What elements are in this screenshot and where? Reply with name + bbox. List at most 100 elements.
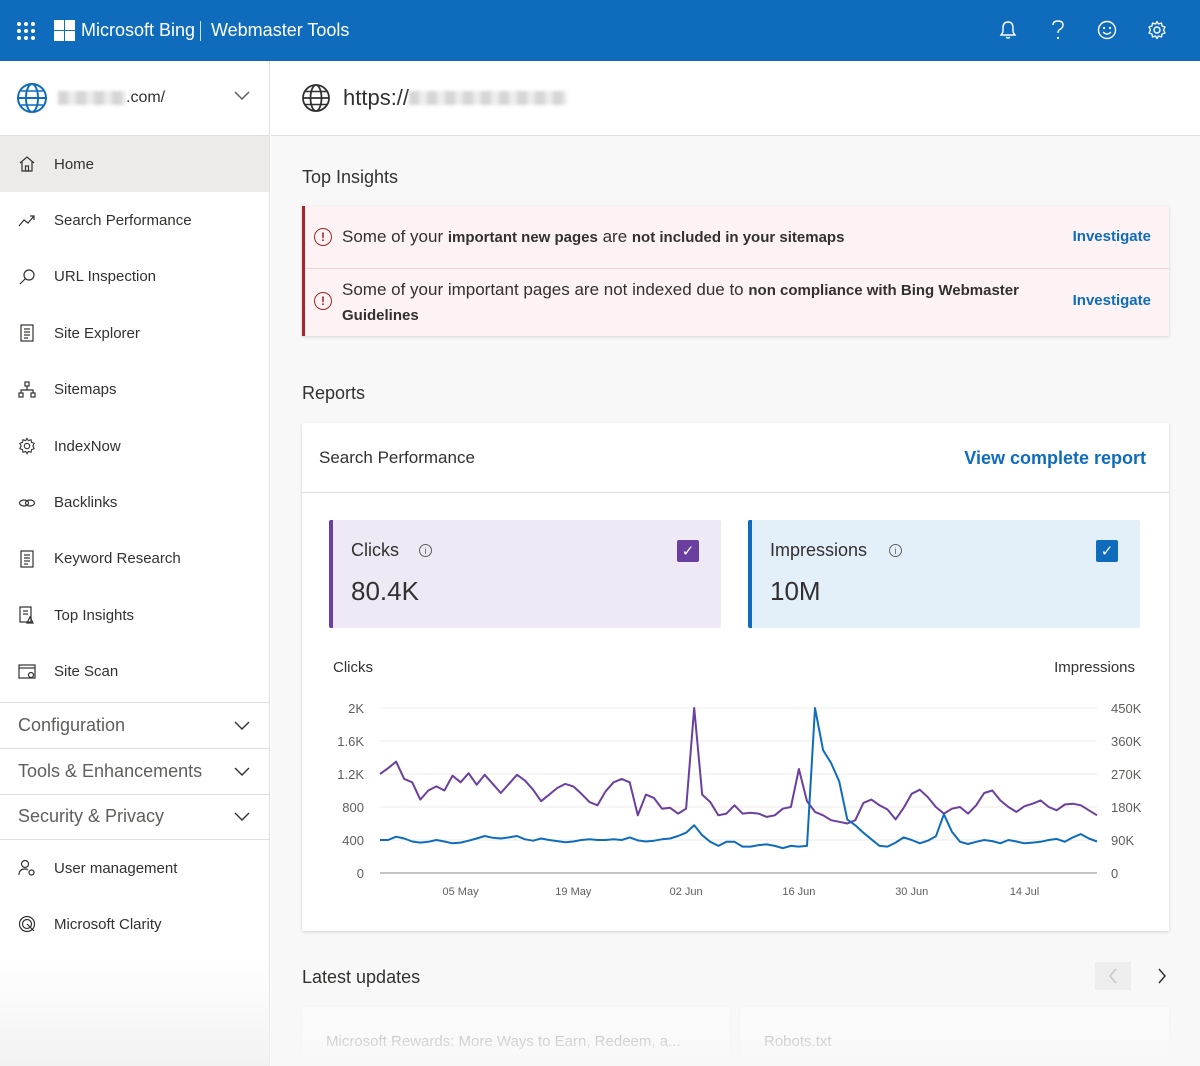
card-title: Search Performance (319, 448, 475, 467)
sitemap-icon (18, 381, 36, 399)
reports-title: Reports (302, 383, 366, 403)
sidebar: .com/ Home Search Performance URL Inspecti… (0, 61, 270, 1066)
main-content: https:// Top Insights ! Some of your imp… (271, 61, 1200, 1066)
investigate-link[interactable]: Investigate (1072, 292, 1151, 309)
insight-row: ! Some of your important new pages are n… (305, 206, 1169, 268)
insight-text: Some of your important new pages are not… (342, 227, 845, 246)
sidebar-item-label: Microsoft Clarity (54, 915, 162, 933)
sidebar-item-label: Backlinks (54, 494, 118, 512)
y-right-tick-label: 180K (1111, 800, 1142, 815)
brand-name[interactable]: Microsoft Bing (81, 20, 196, 40)
x-tick-label: 02 Jun (670, 886, 703, 898)
investigate-link[interactable]: Investigate (1072, 228, 1151, 245)
document-icon (18, 550, 36, 568)
warning-icon: ! (314, 228, 332, 246)
x-tick-label: 19 May (555, 886, 592, 898)
sidebar-group-label: Security & Privacy (18, 806, 165, 827)
home-icon (18, 155, 36, 173)
sidebar-group-configuration[interactable]: Configuration (0, 701, 269, 748)
performance-chart: Clicks Impressions 0 0 400 90K 800 180K 1.2K 270K… (302, 648, 1169, 908)
sidebar-item-site-scan[interactable]: Site Scan (0, 644, 269, 700)
sidebar-item-label: URL Inspection (54, 268, 156, 286)
impressions-checkbox[interactable]: ✓ (1096, 540, 1118, 562)
sidebar-item-home[interactable]: Home (0, 136, 269, 193)
sidebar-item-label: User management (54, 859, 178, 877)
series-line-impressions (380, 707, 1098, 850)
document-icon (18, 324, 36, 342)
sidebar-item-url-inspection[interactable]: URL Inspection (0, 249, 269, 305)
y-left-tick-label: 400 (342, 833, 364, 848)
view-complete-report-link[interactable]: View complete report (964, 448, 1146, 468)
impressions-metric-card[interactable]: Impressions i 10M ✓ (748, 520, 1140, 628)
sidebar-item-top-insights[interactable]: Top Insights (0, 587, 269, 643)
chevron-down-icon (233, 806, 251, 827)
left-axis-title: Clicks (333, 659, 373, 676)
search-icon (18, 268, 36, 286)
latest-updates-title: Latest updates (302, 967, 421, 987)
chevron-down-icon (233, 761, 251, 782)
search-performance-card: Search Performance View complete report … (302, 423, 1169, 931)
next-page-button[interactable] (1144, 962, 1180, 990)
y-right-tick-label: 270K (1111, 767, 1142, 782)
top-bar: Microsoft Bing Webmaster Tools (0, 0, 1200, 61)
update-card[interactable]: Robots.txt (740, 1007, 1169, 1066)
info-icon[interactable]: i (889, 544, 902, 557)
x-tick-label: 30 Jun (895, 886, 928, 898)
sidebar-group-tools-enhancements[interactable]: Tools & Enhancements (0, 747, 269, 794)
sidebar-item-label: Site Explorer (54, 324, 140, 342)
help-icon[interactable] (1045, 17, 1071, 43)
microsoft-logo-icon (54, 20, 75, 41)
sidebar-group-label: Tools & Enhancements (18, 760, 203, 781)
y-left-tick-label: 1.2K (337, 767, 364, 782)
x-tick-label: 14 Jul (1010, 886, 1039, 898)
y-left-tick-label: 2K (348, 701, 364, 716)
right-axis-title: Impressions (1054, 659, 1135, 676)
product-name[interactable]: Webmaster Tools (211, 20, 350, 40)
site-url-suffix: .com/ (126, 89, 166, 106)
y-left-tick-label: 0 (357, 866, 364, 881)
smiley-icon[interactable] (1094, 17, 1120, 43)
globe-icon (17, 83, 47, 113)
sidebar-group-label: Configuration (18, 714, 126, 735)
gear-icon[interactable] (1144, 17, 1170, 43)
app-launcher-icon[interactable] (17, 22, 35, 40)
sidebar-item-label: Top Insights (54, 606, 135, 624)
sidebar-item-sitemaps[interactable]: Sitemaps (0, 362, 269, 418)
metric-value: 80.4K (351, 576, 419, 606)
sidebar-item-label: Sitemaps (54, 381, 117, 399)
chevron-down-icon (233, 715, 251, 736)
site-picker[interactable]: .com/ (0, 61, 269, 136)
sidebar-item-label: Keyword Research (54, 550, 181, 568)
user-gear-icon (18, 859, 36, 877)
sidebar-item-site-explorer[interactable]: Site Explorer (0, 305, 269, 361)
info-icon[interactable]: i (419, 544, 432, 557)
y-right-tick-label: 0 (1111, 866, 1118, 881)
url-bar: https:// (271, 61, 1200, 136)
chevron-down-icon[interactable] (233, 89, 251, 101)
site-full-url: https:// (343, 85, 568, 111)
clicks-metric-card[interactable]: Clicks i 80.4K ✓ (329, 520, 721, 628)
sidebar-item-search-performance[interactable]: Search Performance (0, 192, 269, 248)
sidebar-item-label: Site Scan (54, 663, 119, 681)
sidebar-item-label: Home (54, 155, 95, 173)
insights-icon (18, 606, 36, 624)
scan-icon (18, 663, 36, 681)
redacted-domain (58, 91, 126, 105)
card-header: Search Performance View complete report (302, 423, 1169, 493)
sidebar-item-user-management[interactable]: User management (0, 840, 269, 896)
sidebar-group-security-privacy[interactable]: Security & Privacy (0, 793, 269, 840)
prev-page-button[interactable] (1095, 962, 1131, 990)
gear-icon (18, 437, 36, 455)
bell-icon[interactable] (995, 17, 1021, 43)
top-insights-panel: ! Some of your important new pages are n… (302, 206, 1169, 336)
divider (305, 268, 1169, 269)
trend-icon (18, 212, 36, 230)
sidebar-item-microsoft-clarity[interactable]: Microsoft Clarity (0, 896, 269, 952)
clicks-checkbox[interactable]: ✓ (677, 540, 699, 562)
sidebar-item-keyword-research[interactable]: Keyword Research (0, 531, 269, 587)
y-right-tick-label: 360K (1111, 734, 1142, 749)
update-card[interactable]: Microsoft Rewards: More Ways to Earn, Re… (302, 1007, 730, 1066)
sidebar-item-indexnow[interactable]: IndexNow (0, 418, 269, 474)
sidebar-item-backlinks[interactable]: Backlinks (0, 474, 269, 530)
y-right-tick-label: 90K (1111, 833, 1134, 848)
